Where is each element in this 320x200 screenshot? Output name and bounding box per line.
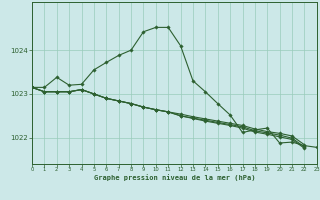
X-axis label: Graphe pression niveau de la mer (hPa): Graphe pression niveau de la mer (hPa) [94, 174, 255, 181]
